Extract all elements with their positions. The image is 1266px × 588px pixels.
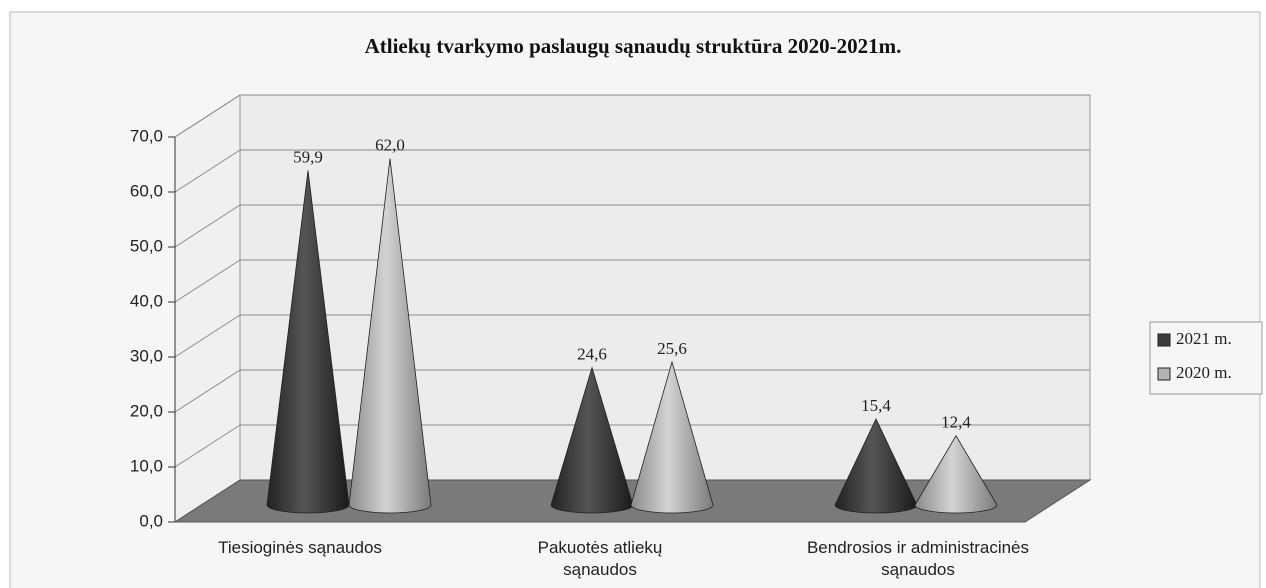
cone [266, 170, 350, 514]
cone [630, 360, 714, 514]
y-tick-label: 60,0 [130, 181, 163, 200]
y-tick-label: 10,0 [130, 456, 163, 475]
x-tick-label: Tiesioginės sąnaudos [218, 538, 382, 557]
grid-line [174, 259, 241, 303]
grid-line [174, 314, 241, 358]
y-tick-label: 70,0 [130, 126, 163, 145]
y-tick-label: 40,0 [130, 291, 163, 310]
legend-label: 2021 m. [1176, 329, 1232, 348]
chart-title: Atliekų tvarkymo paslaugų sąnaudų strukt… [365, 34, 902, 58]
value-label: 24,6 [577, 344, 607, 363]
grid-line [174, 94, 241, 138]
grid-line [174, 424, 241, 468]
y-tick-label: 0,0 [139, 511, 163, 530]
cone [914, 434, 998, 514]
value-label: 25,6 [657, 339, 687, 358]
grid-line [174, 149, 241, 193]
y-tick-label: 50,0 [130, 236, 163, 255]
legend-label: 2020 m. [1176, 363, 1232, 382]
y-tick-label: 20,0 [130, 401, 163, 420]
y-tick-label: 30,0 [130, 346, 163, 365]
value-label: 59,9 [293, 147, 323, 166]
legend-swatch [1157, 333, 1171, 347]
side-wall [174, 94, 241, 523]
value-label: 62,0 [375, 136, 405, 155]
value-label: 12,4 [941, 413, 971, 432]
x-tick-label: Pakuotės atliekų sąnaudos [537, 538, 663, 579]
x-tick-label: Bendrosios ir administracinės sąnaudos [806, 538, 1030, 579]
legend-swatch [1157, 367, 1171, 381]
grid-line [174, 369, 241, 413]
value-label: 15,4 [861, 396, 891, 415]
cone [348, 158, 432, 514]
grid-line [174, 204, 241, 248]
